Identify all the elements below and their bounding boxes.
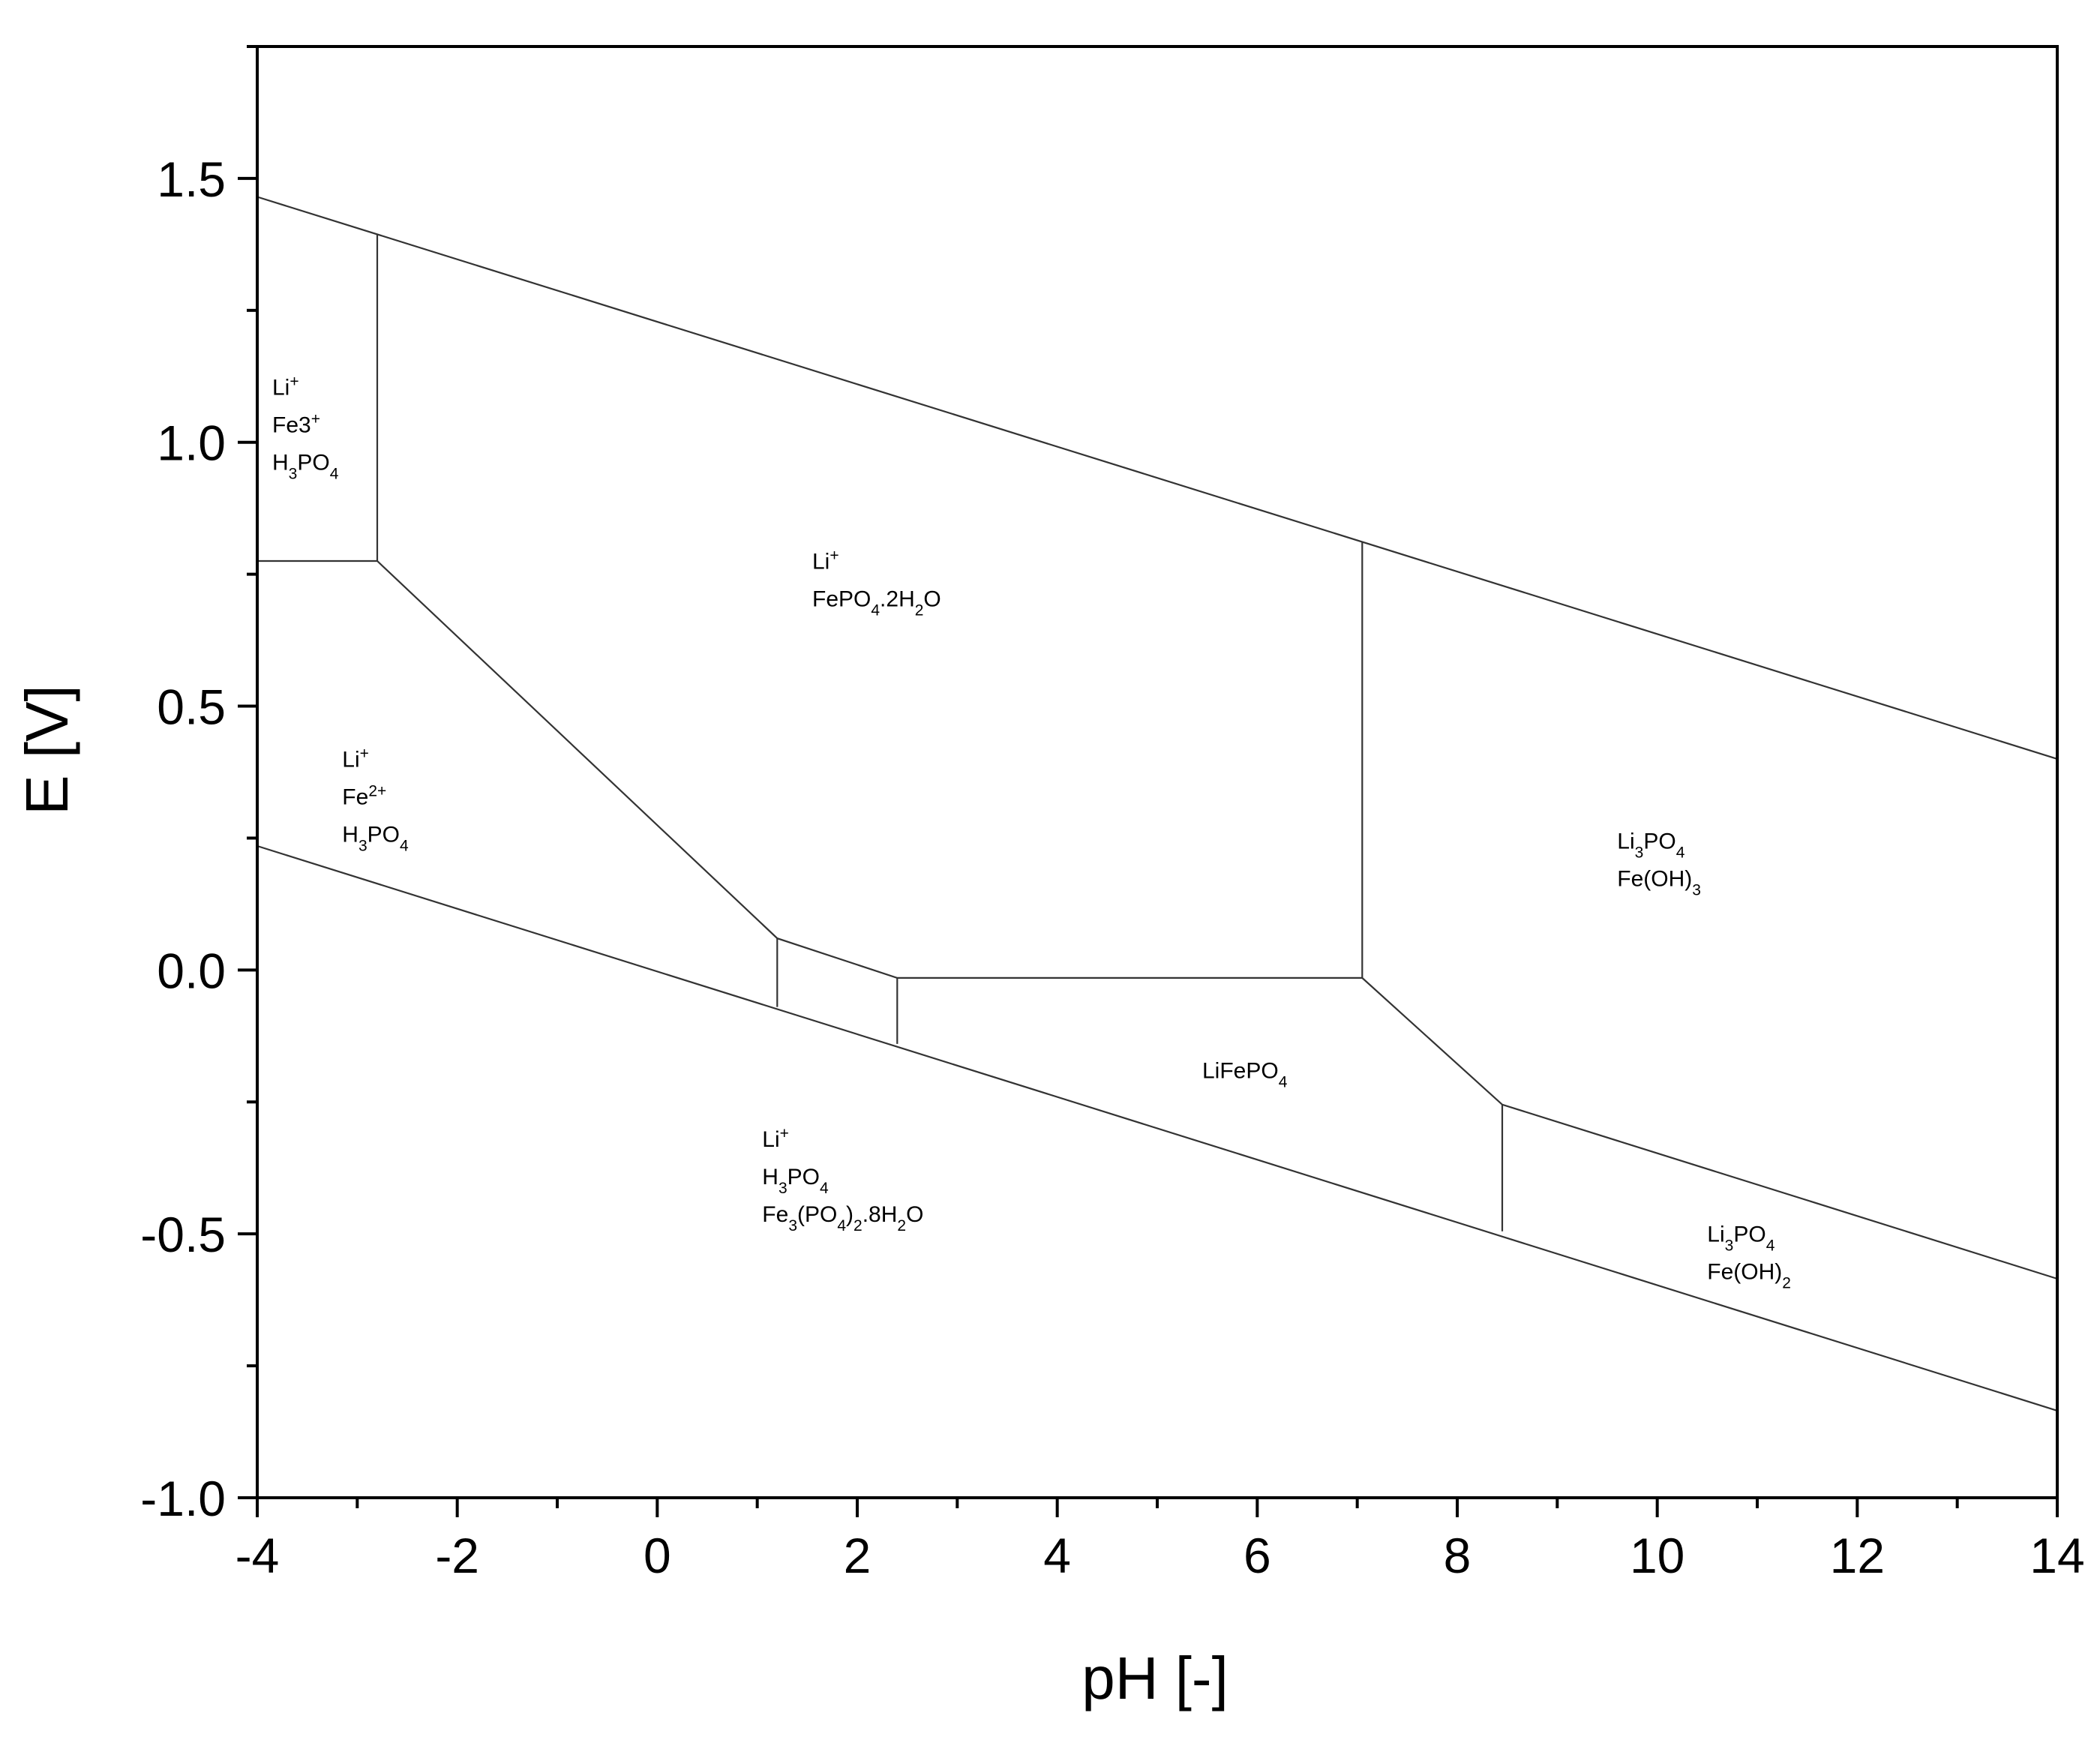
- region-label-line: H3PO4: [342, 823, 409, 855]
- region-label-line: Li3PO4: [1707, 1222, 1774, 1255]
- y-tick-label: -1.0: [140, 1471, 226, 1526]
- region-label-4: LiFePO4: [1202, 1059, 1288, 1091]
- region-label-2: Li+ Fe2+ H3PO4: [342, 745, 409, 854]
- region-label-line: Fe3+: [272, 410, 320, 438]
- region-label-6: Li3PO4 Fe(OH)2: [1707, 1222, 1791, 1292]
- y-tick-label: 1.5: [157, 152, 226, 207]
- y-tick-label: -0.5: [140, 1207, 226, 1262]
- region-label-3: Li3PO4 Fe(OH)3: [1617, 830, 1701, 899]
- region-label-line: Fe3(PO4)2.8H2O: [762, 1202, 923, 1234]
- boundary-line-0: [256, 196, 2058, 760]
- x-tick-label: 10: [1630, 1528, 1684, 1583]
- region-label-line: H3PO4: [272, 450, 339, 482]
- region-label-line: FePO4.2H2O: [812, 587, 941, 620]
- x-tick-label: 4: [1043, 1528, 1071, 1583]
- y-tick-label: 0.5: [157, 680, 226, 735]
- region-label-line: Li3PO4: [1617, 830, 1684, 862]
- x-tick-label: 12: [1830, 1528, 1885, 1583]
- region-label-5: Li+ H3PO4 Fe3(PO4)2.8H2O: [762, 1125, 923, 1234]
- axes-layer: -4 -2 0 2 4 6 8 10 12 14 -1.0 -0.5 0.0 0.5 1.0 1.5: [140, 45, 2085, 1583]
- region-label-line: H3PO4: [762, 1165, 829, 1197]
- region-label-1: Li+ FePO4.2H2O: [812, 547, 941, 619]
- x-tick-label: 8: [1444, 1528, 1472, 1583]
- region-label-line: Li+: [272, 373, 299, 400]
- region-label-line: Li+: [342, 745, 369, 772]
- x-tick-label: 0: [644, 1528, 671, 1583]
- y-tick-label: 1.0: [157, 416, 226, 471]
- region-label-line: Li+: [762, 1125, 789, 1153]
- boundary-line-3: [257, 560, 2058, 1280]
- region-label-0: Li+ Fe3+ H3PO4: [272, 373, 339, 482]
- y-axis-title: E [V]: [14, 685, 80, 814]
- x-axis-title: pH [-]: [1082, 1645, 1228, 1712]
- region-labels-layer: Li+ Fe3+ H3PO4 Li+ FePO4.2H2O Li+ Fe2+ H3PO4 Li3…: [272, 373, 1791, 1292]
- x-tick-label: -4: [236, 1528, 280, 1583]
- region-label-line: Li+: [812, 547, 839, 574]
- region-label-line: LiFePO4: [1202, 1059, 1288, 1091]
- region-label-line: Fe(OH)3: [1617, 867, 1701, 899]
- boundaries-layer: [256, 196, 2058, 1412]
- boundary-line-1: [256, 844, 2058, 1412]
- region-label-line: Fe2+: [342, 782, 386, 810]
- x-tick-label: -2: [435, 1528, 479, 1583]
- y-tick-label: 0.0: [157, 943, 226, 998]
- x-tick-label: 14: [2030, 1528, 2084, 1583]
- x-tick-label: 2: [844, 1528, 872, 1583]
- x-tick-label: 6: [1244, 1528, 1271, 1583]
- region-label-line: Fe(OH)2: [1707, 1260, 1791, 1292]
